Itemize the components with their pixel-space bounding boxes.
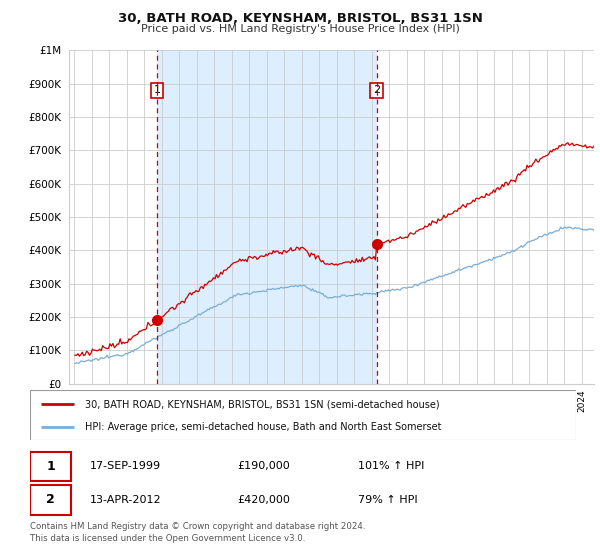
Text: 79% ↑ HPI: 79% ↑ HPI (358, 495, 417, 505)
Text: 101% ↑ HPI: 101% ↑ HPI (358, 461, 424, 471)
Text: 30, BATH ROAD, KEYNSHAM, BRISTOL, BS31 1SN (semi-detached house): 30, BATH ROAD, KEYNSHAM, BRISTOL, BS31 1… (85, 399, 439, 409)
Text: 13-APR-2012: 13-APR-2012 (90, 495, 161, 505)
Text: 30, BATH ROAD, KEYNSHAM, BRISTOL, BS31 1SN: 30, BATH ROAD, KEYNSHAM, BRISTOL, BS31 1… (118, 12, 482, 25)
Text: £190,000: £190,000 (238, 461, 290, 471)
Text: 2: 2 (373, 85, 380, 95)
FancyBboxPatch shape (30, 451, 71, 481)
Bar (157, 50, 377, 384)
Text: 2: 2 (46, 493, 55, 506)
Text: HPI: Average price, semi-detached house, Bath and North East Somerset: HPI: Average price, semi-detached house,… (85, 422, 441, 432)
FancyBboxPatch shape (30, 390, 576, 440)
Text: 17-SEP-1999: 17-SEP-1999 (90, 461, 161, 471)
Text: £420,000: £420,000 (238, 495, 290, 505)
FancyBboxPatch shape (30, 485, 71, 515)
Text: Price paid vs. HM Land Registry's House Price Index (HPI): Price paid vs. HM Land Registry's House … (140, 24, 460, 34)
Text: Contains HM Land Registry data © Crown copyright and database right 2024.
This d: Contains HM Land Registry data © Crown c… (30, 522, 365, 543)
Text: 1: 1 (46, 460, 55, 473)
Text: 1: 1 (154, 85, 160, 95)
